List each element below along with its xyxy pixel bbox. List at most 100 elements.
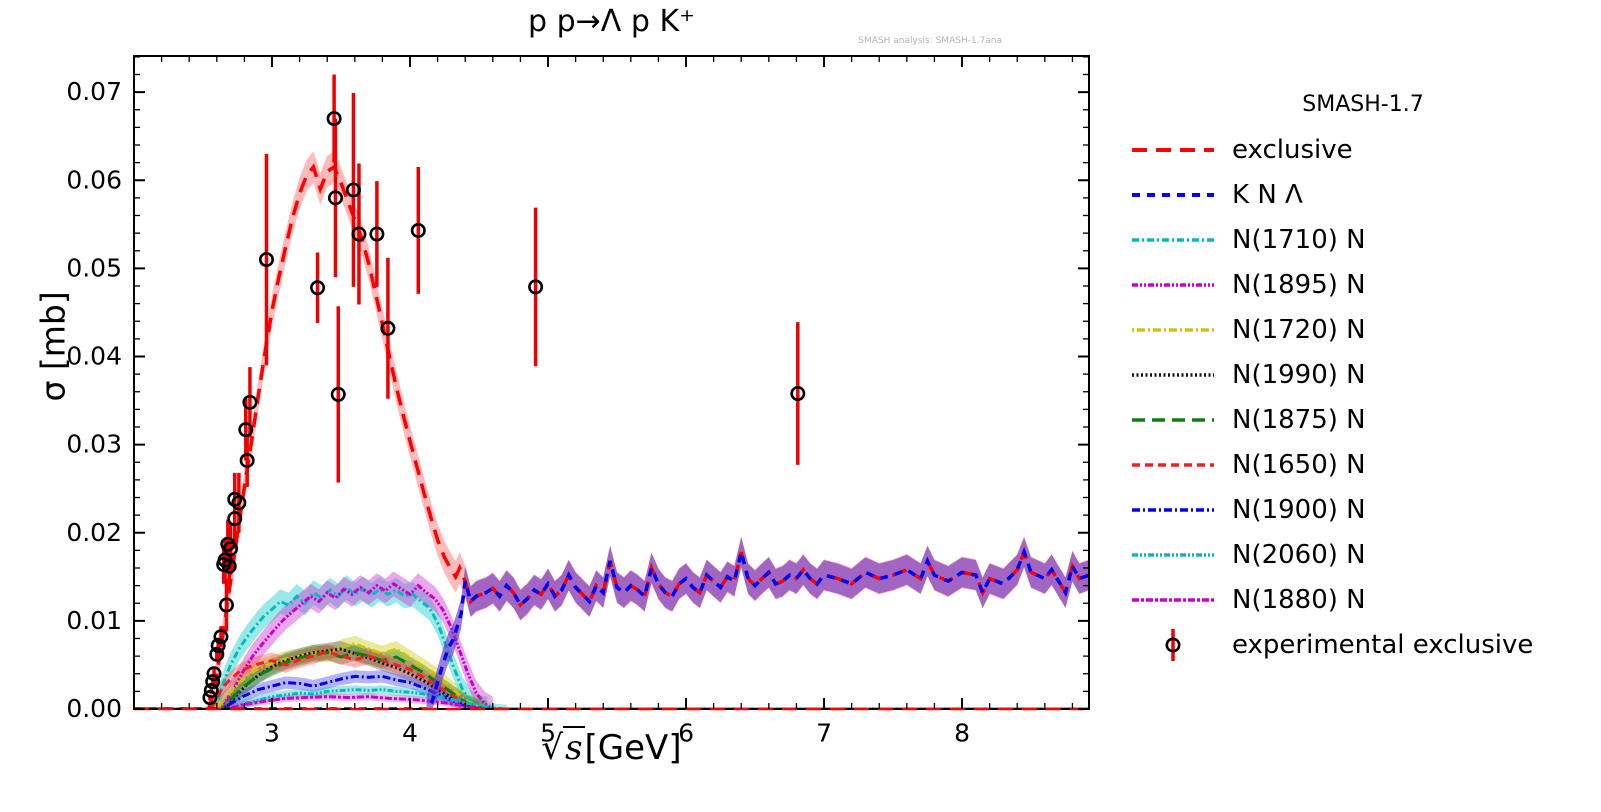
legend-label: exclusive: [1232, 134, 1353, 165]
x-axis-unit: [GeV]: [584, 728, 682, 768]
data-point-marker: [330, 386, 346, 402]
sqrt-symbol: √: [541, 728, 564, 768]
legend-sample: [1132, 462, 1214, 467]
exclusive-band: [208, 151, 1089, 709]
y-tick-label: 0.04: [66, 342, 122, 371]
legend-sample: [1132, 417, 1214, 422]
data-point-marker: [209, 646, 225, 662]
x-tick-label: 4: [402, 718, 418, 747]
legend-sample: [1165, 628, 1181, 661]
data-point-marker: [345, 182, 361, 198]
legend-sample: [1132, 372, 1214, 377]
legend-label: N(1875) N: [1232, 404, 1366, 435]
series-6-curve: [134, 651, 1089, 709]
series-9-curve: [134, 688, 1089, 709]
x-tick-label: 5: [540, 718, 556, 747]
data-point-marker: [380, 320, 396, 336]
data-point-marker: [203, 682, 219, 698]
legend-label: N(1650) N: [1232, 449, 1366, 480]
y-tick-label: 0.05: [66, 253, 122, 282]
x-tick-label: 8: [954, 718, 970, 747]
data-point-marker: [369, 226, 385, 242]
data-point-marker: [231, 495, 247, 511]
data-point-marker: [206, 666, 222, 682]
data-point-marker: [326, 111, 342, 127]
series-10-curve: [134, 695, 1089, 709]
data-point-marker: [528, 279, 544, 295]
data-point-marker: [327, 190, 343, 206]
x-tick-label: 7: [816, 718, 832, 747]
legend-sample: [1132, 552, 1214, 557]
legend-label: N(1880) N: [1232, 584, 1366, 615]
legend-label: N(2060) N: [1232, 539, 1366, 570]
legend-item-exclusive: exclusive: [1128, 127, 1601, 172]
plot-area: [134, 74, 1089, 709]
y-tick-label: 0.06: [66, 165, 122, 194]
legend-item-n-1900-n: N(1900) N: [1128, 487, 1601, 532]
legend-item-n-2060-n: N(2060) N: [1128, 532, 1601, 577]
legend-title: SMASH-1.7: [1302, 92, 1424, 117]
legend-item-k-n-: K N Λ: [1128, 172, 1601, 217]
sqrt-s-symbol: s: [563, 726, 585, 768]
series-7-band: [211, 643, 480, 709]
data-point-marker: [410, 222, 426, 238]
data-point-marker: [205, 674, 221, 690]
knl-band: [426, 537, 1089, 709]
data-point-marker: [258, 252, 274, 268]
knl-curve: [134, 546, 1089, 709]
legend-label: N(1720) N: [1232, 314, 1366, 345]
x-axis-label: √s[GeV]: [134, 726, 1089, 768]
data-point-marker: [202, 690, 218, 706]
data-point-marker: [310, 280, 326, 296]
legend-item-n-1650-n: N(1650) N: [1128, 442, 1601, 487]
data-point-marker: [213, 629, 229, 645]
legend-sample: [1132, 147, 1214, 152]
data-point-marker: [238, 422, 254, 438]
y-tick-label: 0.00: [66, 694, 122, 723]
y-tick-label: 0.02: [66, 518, 122, 547]
y-tick-label: 0.01: [66, 606, 122, 635]
legend-items: exclusive K N Λ N(1710) N N(1895) N N(1720) …: [1128, 127, 1601, 667]
legend-item-n-1875-n: N(1875) N: [1128, 397, 1601, 442]
y-tick-label: 0.07: [66, 77, 122, 106]
data-point-marker: [210, 638, 226, 654]
data-point-marker: [239, 452, 255, 468]
axes-frame: 3 4 5 6 7 8 0.00 0.01 0.02 0.03 0.04 0.05 0.06 0.07: [66, 55, 1090, 747]
series-4-band: [216, 635, 488, 709]
legend-sample: [1132, 282, 1214, 287]
legend-sample: [1132, 237, 1214, 242]
y-tick-label: 0.03: [66, 430, 122, 459]
plot-title: p p→Λ p K⁺: [528, 4, 695, 39]
series-9-band: [230, 685, 507, 709]
data-point-marker: [223, 541, 239, 557]
legend-label: K N Λ: [1232, 179, 1303, 210]
legend-sample: [1132, 597, 1214, 602]
legend: SMASH-1.7 exclusive K N Λ N(1710) N N(1895)…: [1128, 92, 1601, 667]
legend-item-experimental-exclusive: experimental exclusive: [1128, 622, 1601, 667]
legend-item-n-1895-n: N(1895) N: [1128, 262, 1601, 307]
series-8-band: [222, 670, 480, 709]
legend-label: N(1990) N: [1232, 359, 1366, 390]
legend-label: N(1710) N: [1232, 224, 1366, 255]
legend-sample: [1132, 327, 1214, 332]
data-point-marker: [218, 597, 234, 613]
legend-sample: [1132, 507, 1214, 512]
legend-label: N(1895) N: [1232, 269, 1366, 300]
legend-item-n-1710-n: N(1710) N: [1128, 217, 1601, 262]
data-point-marker: [221, 558, 237, 574]
watermark-text: SMASH analysis: SMASH-1.7ana: [858, 36, 1002, 46]
data-point-marker: [227, 511, 243, 527]
y-axis-label: σ [mb]: [33, 291, 73, 402]
series-5-band: [225, 641, 479, 709]
series-4-curve: [134, 642, 1089, 709]
legend-item-n-1990-n: N(1990) N: [1128, 352, 1601, 397]
legend-item-n-1880-n: N(1880) N: [1128, 577, 1601, 622]
legend-item-n-1720-n: N(1720) N: [1128, 307, 1601, 352]
legend-label: experimental exclusive: [1232, 629, 1534, 660]
legend-sample: [1132, 192, 1214, 197]
x-tick-label: 6: [678, 718, 694, 747]
series-2-band: [214, 575, 488, 709]
legend-label: N(1900) N: [1232, 494, 1366, 525]
series-3-band: [219, 571, 493, 709]
